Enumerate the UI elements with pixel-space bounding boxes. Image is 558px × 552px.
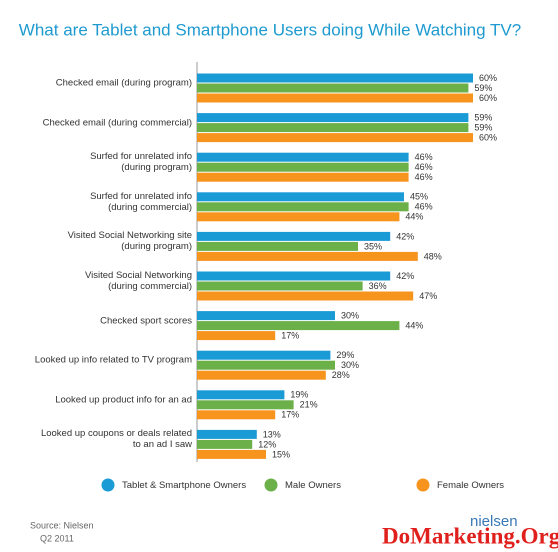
bar: [197, 410, 276, 420]
category-label: Checked sport scores: [100, 315, 192, 327]
bar: [197, 172, 409, 182]
bar: [197, 390, 285, 400]
bar: [197, 83, 469, 93]
bar: [197, 162, 409, 172]
bar: [197, 192, 404, 202]
value-label: 44%: [405, 212, 423, 222]
category-label: Surfed for unrelated info (during commer…: [90, 190, 192, 213]
category-label: Looked up coupons or deals related to an…: [40, 428, 192, 451]
bar: [197, 291, 414, 301]
legend-label: Male Owners: [285, 480, 341, 491]
bar: [197, 429, 257, 439]
category-label: Visited Social Networking (during commer…: [84, 270, 192, 292]
logo: nielsen: [470, 513, 518, 530]
bar: [197, 439, 253, 449]
value-label: 46%: [415, 162, 433, 172]
value-label: 42%: [396, 271, 414, 281]
bar: [197, 123, 469, 133]
value-label: 60%: [479, 93, 497, 103]
value-label: 46%: [415, 172, 433, 182]
value-label: 12%: [258, 439, 276, 449]
bar: [197, 212, 400, 222]
value-label: 30%: [341, 360, 359, 370]
value-label: 44%: [405, 320, 423, 330]
bar: [197, 271, 391, 281]
bar: [197, 311, 335, 321]
category-label: Visited Social Networking site (during p…: [67, 230, 192, 253]
value-label: 47%: [419, 291, 437, 301]
value-label: 59%: [474, 122, 492, 132]
value-label: 59%: [474, 83, 492, 93]
value-label: 59%: [474, 112, 492, 122]
chart-title: What are Tablet and Smartphone Users doi…: [19, 20, 521, 39]
category-label: Checked email (during commercial): [42, 117, 192, 129]
bar: [197, 231, 391, 241]
value-label: 17%: [281, 410, 299, 420]
legend-label: Female Owners: [437, 480, 504, 491]
value-label: 45%: [410, 192, 428, 202]
value-label: 48%: [424, 251, 442, 261]
legend-swatch: [101, 478, 115, 492]
bar: [197, 321, 400, 331]
bar: [197, 113, 469, 123]
bar: [197, 152, 409, 162]
value-label: 30%: [341, 310, 359, 320]
legend-swatch: [264, 478, 278, 492]
watermark: DoMarketing.Org: [382, 523, 558, 548]
bar: [197, 133, 473, 143]
value-label: 19%: [290, 390, 308, 400]
value-label: 35%: [364, 241, 382, 251]
category-label: Surfed for unrelated info (during progra…: [90, 151, 192, 174]
value-label: 46%: [415, 202, 433, 212]
value-label: 60%: [479, 132, 497, 142]
bar: [197, 251, 418, 261]
source: Source: Nielsen: [30, 520, 94, 530]
bar: [197, 202, 409, 212]
date: Q2 2011: [40, 533, 74, 543]
bar: [197, 281, 363, 291]
bar: [197, 331, 276, 341]
legend-label: Tablet & Smartphone Owners: [122, 480, 246, 491]
legend-swatch: [416, 478, 430, 492]
bar: [197, 449, 266, 459]
value-label: 17%: [281, 330, 299, 340]
category-label: Looked up info related to TV program: [34, 354, 192, 366]
value-label: 29%: [336, 350, 354, 360]
bar: [197, 400, 294, 410]
value-label: 42%: [396, 231, 414, 241]
bar: [197, 370, 326, 380]
value-label: 15%: [272, 449, 290, 459]
value-label: 13%: [263, 429, 281, 439]
bar: [197, 241, 358, 251]
value-label: 60%: [479, 73, 497, 83]
value-label: 28%: [332, 370, 350, 380]
bar: [197, 93, 473, 103]
bar: [197, 73, 473, 83]
value-label: 36%: [369, 281, 387, 291]
category-label: Checked email (during program): [55, 77, 192, 89]
value-label: 46%: [415, 152, 433, 162]
value-label: 21%: [300, 400, 318, 410]
category-label: Looked up product info for an ad: [55, 394, 192, 406]
bar: [197, 350, 331, 360]
bar: [197, 360, 335, 370]
